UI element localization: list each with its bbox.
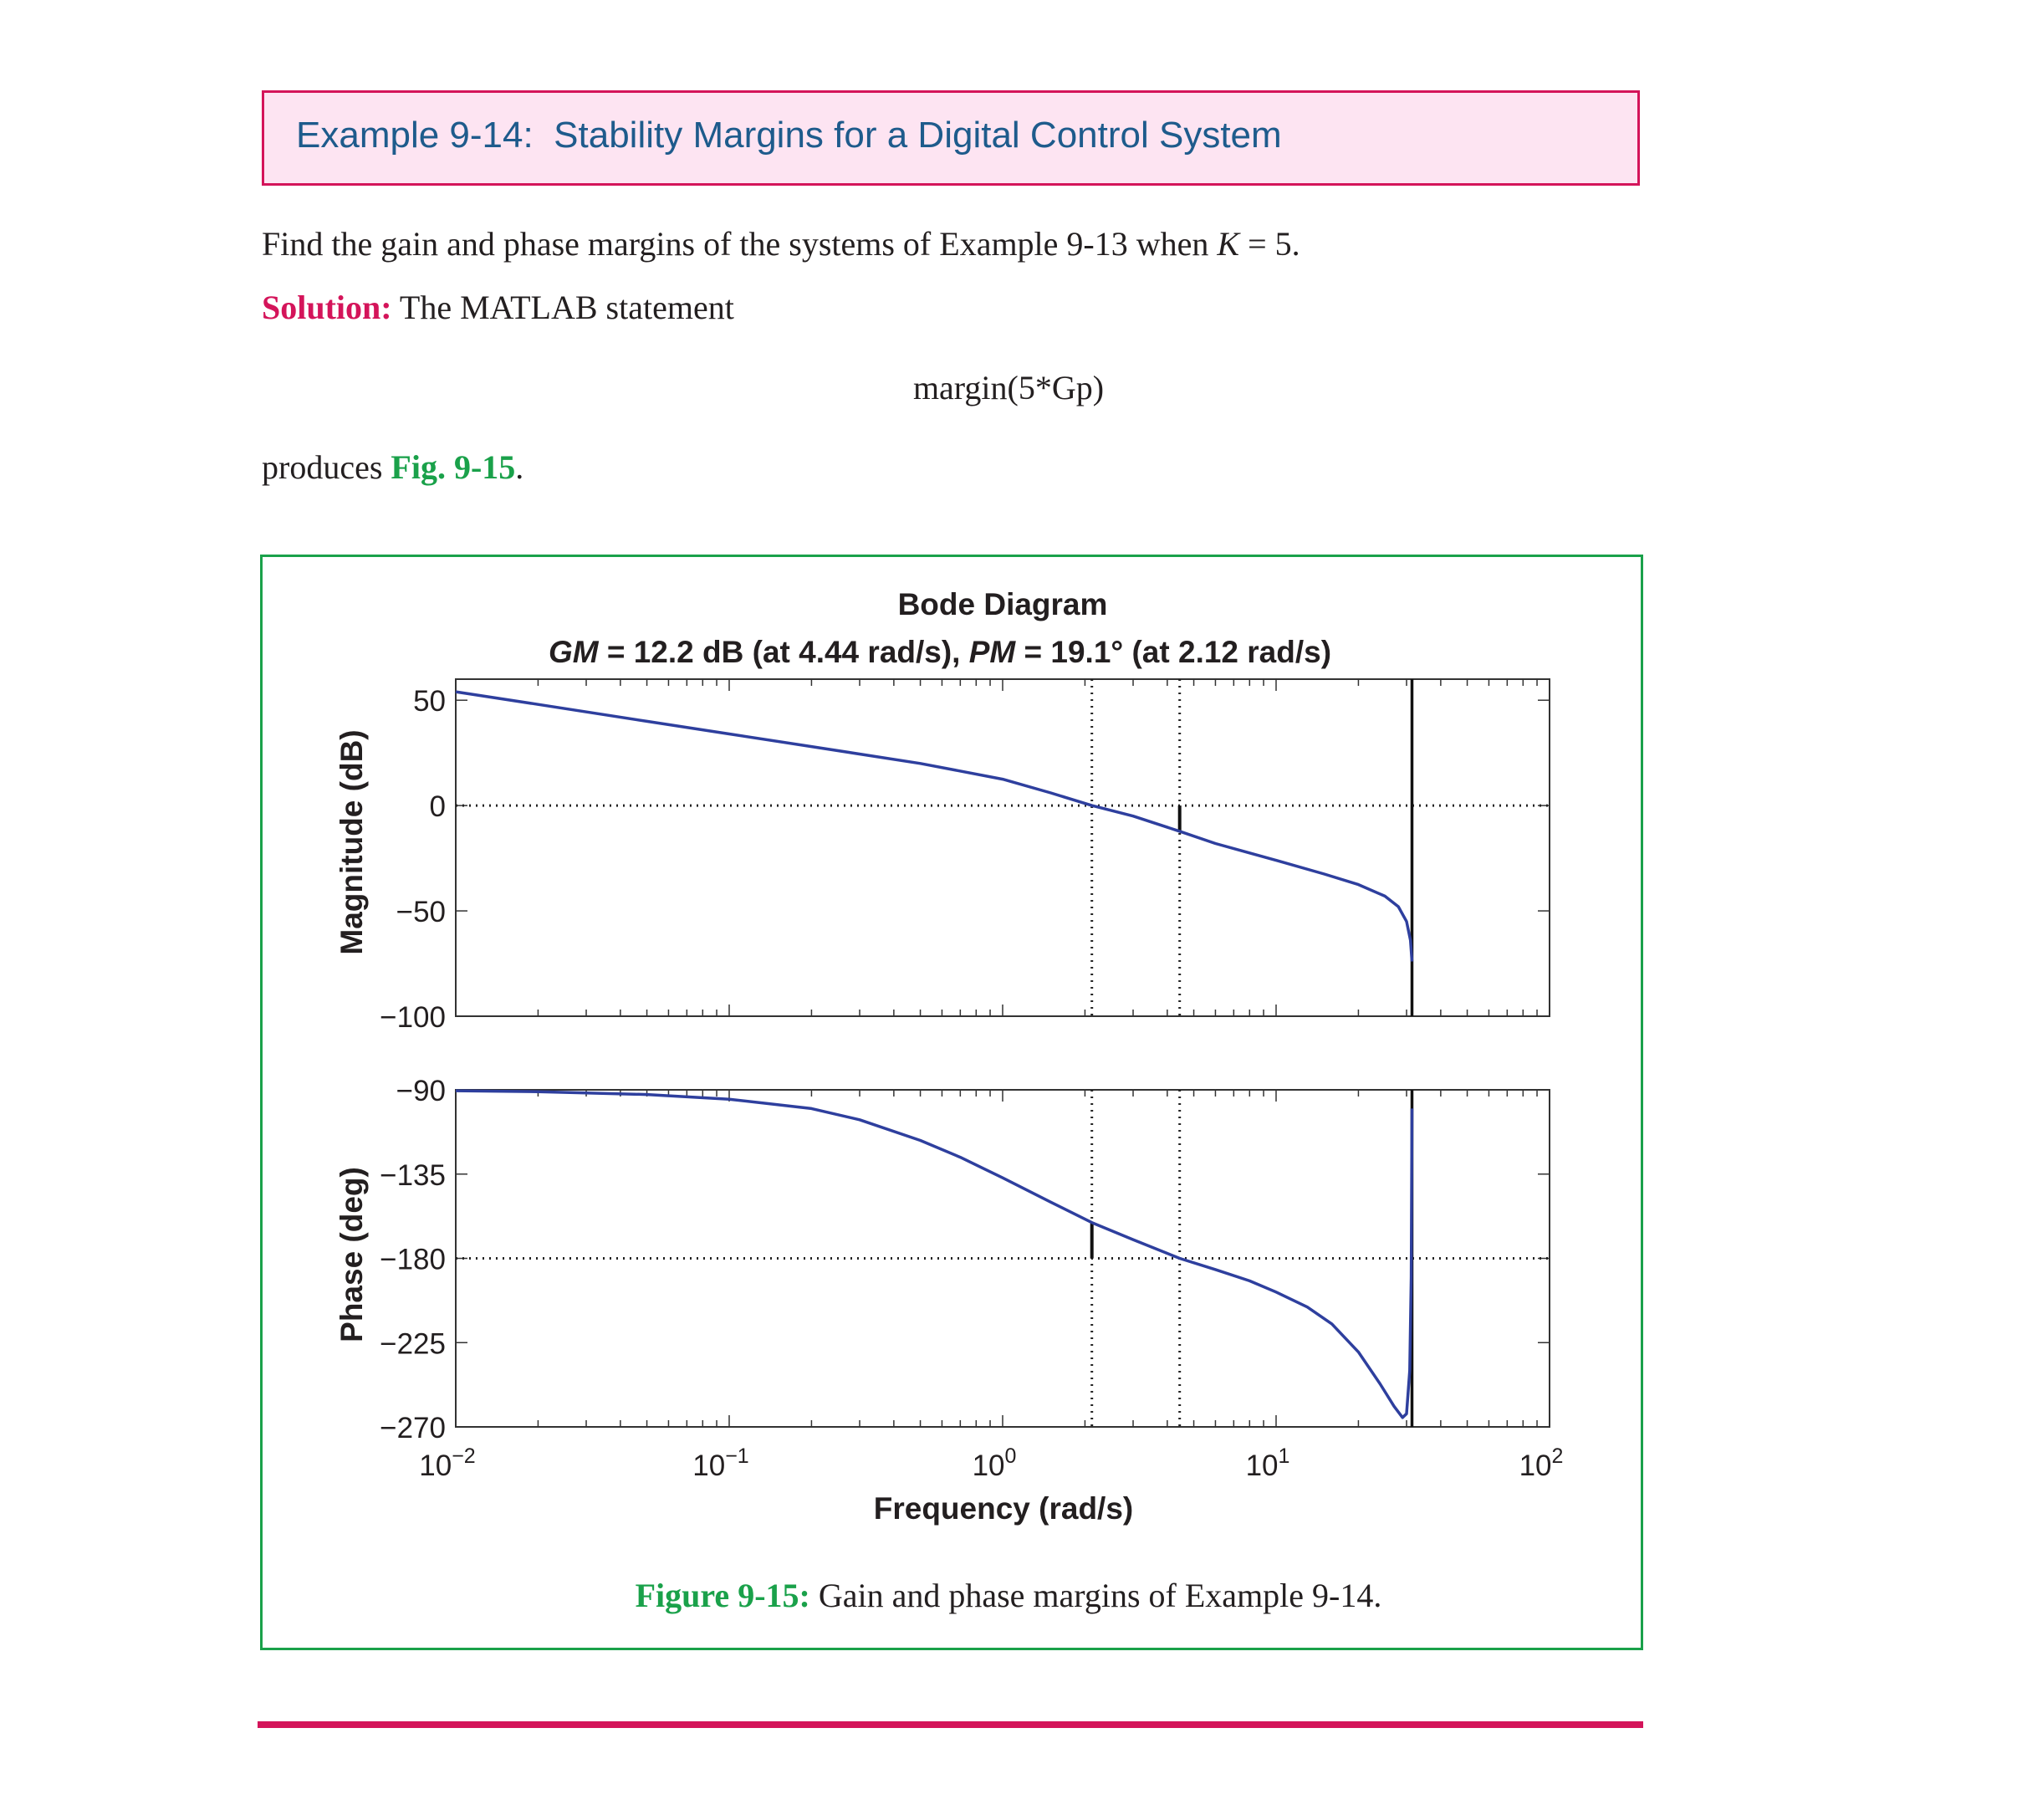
y-tick-label: −180 [380, 1244, 446, 1276]
figure-reference-link[interactable]: Fig. 9-15 [391, 448, 516, 486]
y-tick-label: −225 [380, 1327, 446, 1360]
y-tick-label: −135 [380, 1159, 446, 1192]
produces-line: produces Fig. 9-15. [262, 447, 523, 487]
produces-text-end: . [515, 448, 524, 486]
pm-text: = 19.1° (at 2.12 rad/s) [1015, 635, 1331, 669]
y-tick-label: 0 [430, 790, 446, 823]
solution-label: Solution: [262, 289, 392, 326]
gm-label: GM [549, 635, 600, 669]
x-tick-label: 100 [973, 1444, 1017, 1482]
solution-line: Solution: The MATLAB statement [262, 288, 734, 327]
problem-text: Find the gain and phase margins of the s… [262, 225, 1218, 263]
y-tick-label: 50 [413, 685, 446, 718]
solution-text: The MATLAB statement [391, 289, 734, 326]
gain-variable: K [1217, 225, 1240, 263]
x-axis-label: Frequency (rad/s) [874, 1491, 1133, 1526]
gm-text: = 12.2 dB (at 4.44 rad/s), [599, 635, 969, 669]
figure-caption: Figure 9-15: Gain and phase margins of E… [0, 1576, 2017, 1615]
y-tick-label: −270 [380, 1412, 446, 1444]
caption-text: Gain and phase margins of Example 9-14. [809, 1577, 1382, 1614]
x-tick-labels: 10−2 10−1 100 101 102 [419, 1444, 1563, 1482]
magnitude-panel: 50 0 −50 −100 [380, 678, 1550, 1034]
y-tick-label: −100 [380, 1001, 446, 1034]
example-header-box: Example 9-14: Stability Margins for a Di… [262, 90, 1640, 186]
chart-title: Bode Diagram [898, 587, 1108, 621]
plot-area [455, 1089, 1550, 1428]
example-title: Example 9-14: Stability Margins for a Di… [296, 115, 1282, 156]
phase-panel: −90 −135 −180 −225 −270 [380, 1075, 1550, 1444]
magnitude-axis-label: Magnitude (dB) [334, 729, 369, 954]
x-tick-label: 10−2 [419, 1444, 475, 1482]
magnitude-curve [455, 690, 1414, 962]
produces-text: produces [262, 448, 391, 486]
problem-text-end: = 5. [1239, 225, 1300, 263]
phase-axis-label: Phase (deg) [334, 1167, 369, 1342]
x-tick-label: 101 [1246, 1444, 1290, 1482]
y-tick-label: −90 [396, 1075, 446, 1107]
y-tick-label: −50 [396, 896, 446, 928]
pm-label: PM [969, 635, 1017, 669]
matlab-statement: margin(5*Gp) [912, 369, 1105, 406]
plot-area [455, 678, 1550, 1017]
x-tick-label: 102 [1519, 1444, 1564, 1482]
phase-curve [455, 1089, 1414, 1419]
caption-label: Figure 9-15: [635, 1577, 810, 1614]
bottom-rule [258, 1721, 1643, 1728]
problem-statement: Find the gain and phase margins of the s… [262, 224, 1300, 263]
chart-subtitle: GM = 12.2 dB (at 4.44 rad/s), PM = 19.1°… [549, 635, 1331, 669]
x-tick-label: 10−1 [692, 1444, 748, 1482]
